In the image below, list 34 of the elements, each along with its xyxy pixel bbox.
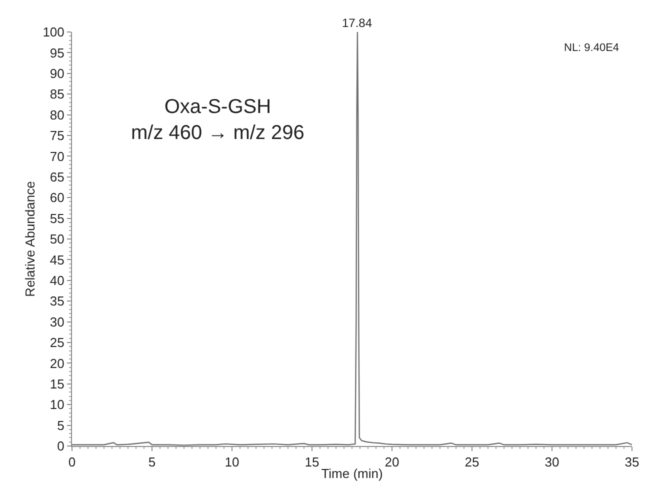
x-tick-label: 15 bbox=[304, 454, 320, 470]
y-tick-label: 75 bbox=[50, 128, 64, 144]
y-tick-label: 65 bbox=[50, 169, 64, 184]
x-axis-title: Time (min) bbox=[321, 466, 383, 482]
x-tick-label: 0 bbox=[68, 454, 76, 470]
x-tick-label: 5 bbox=[148, 454, 156, 470]
y-tick-label: 55 bbox=[50, 210, 64, 226]
x-tick-label: 35 bbox=[624, 454, 640, 470]
y-tick-label: 100 bbox=[42, 24, 64, 40]
x-tick-label: 10 bbox=[224, 454, 240, 470]
y-tick-label: 95 bbox=[50, 45, 64, 60]
y-axis-title: Relative Abundance bbox=[22, 181, 38, 297]
annotation: Oxa-S-GSH m/z 460 → m/z 296 bbox=[131, 96, 304, 144]
annotation: 17.84 bbox=[342, 16, 372, 30]
y-tick-label: 50 bbox=[50, 232, 64, 247]
y-tick-label: 60 bbox=[50, 190, 64, 206]
y-tick-label: 40 bbox=[50, 272, 64, 288]
y-tick-label: 70 bbox=[50, 148, 64, 164]
y-tick-label: 80 bbox=[50, 107, 64, 122]
y-tick-label: 35 bbox=[50, 294, 64, 309]
y-tick-label: 10 bbox=[50, 397, 64, 412]
y-tick-label: 90 bbox=[50, 66, 64, 81]
y-tick-label: 45 bbox=[50, 252, 64, 268]
y-tick-label: 25 bbox=[50, 335, 64, 350]
x-tick-label: 20 bbox=[384, 454, 400, 470]
x-tick-label: 30 bbox=[544, 454, 560, 470]
annotation: NL: 9.40E4 bbox=[564, 42, 620, 54]
y-tick-label: 20 bbox=[50, 356, 64, 371]
y-tick-label: 30 bbox=[50, 314, 64, 330]
y-tick-label: 85 bbox=[50, 86, 64, 102]
y-tick-label: 0 bbox=[57, 438, 64, 454]
y-tick-label: 5 bbox=[57, 418, 64, 433]
x-tick-label: 25 bbox=[464, 454, 480, 470]
y-tick-label: 15 bbox=[50, 376, 64, 392]
